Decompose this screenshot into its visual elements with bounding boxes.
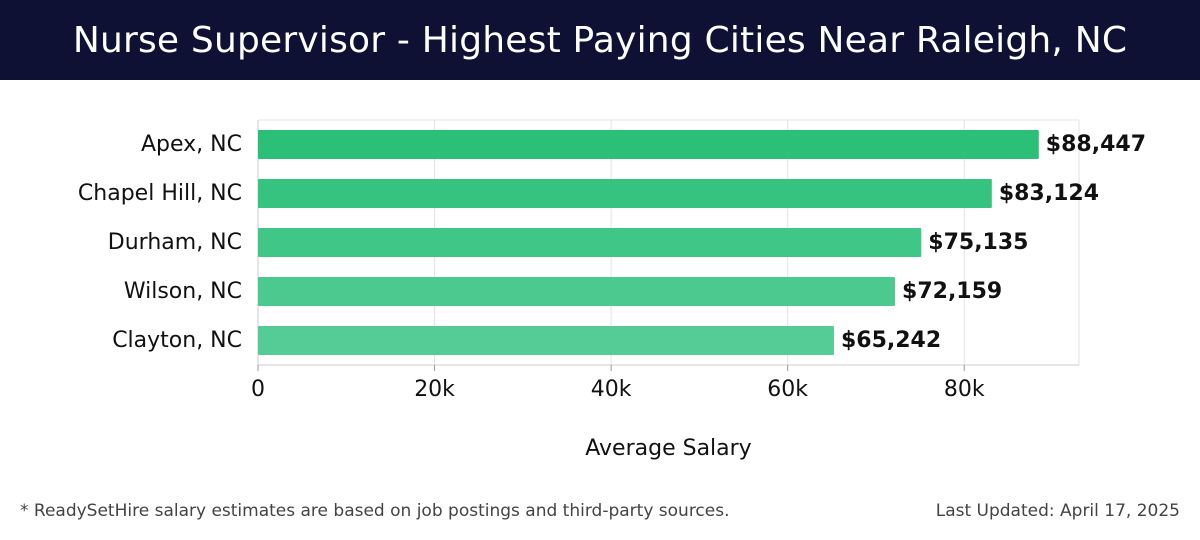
bar-0 xyxy=(258,130,1039,159)
x-tick-label-4: 80k xyxy=(944,377,985,402)
chart-header: Nurse Supervisor - Highest Paying Cities… xyxy=(0,0,1200,80)
category-label-1: Chapel Hill, NC xyxy=(78,181,242,206)
chart-title: Nurse Supervisor - Highest Paying Cities… xyxy=(72,19,1128,61)
last-updated: Last Updated: April 17, 2025 xyxy=(935,501,1180,521)
bar-1 xyxy=(258,179,992,208)
bar-3 xyxy=(258,277,896,306)
data-label-3: $72,159 xyxy=(902,279,1002,304)
data-label-1: $83,124 xyxy=(999,181,1099,206)
x-tick-label-3: 60k xyxy=(767,377,808,402)
data-label-0: $88,447 xyxy=(1046,132,1146,157)
data-label-4: $65,242 xyxy=(841,328,941,353)
footer-note: * ReadySetHire salary estimates are base… xyxy=(20,501,730,521)
x-tick-label-2: 40k xyxy=(591,377,632,402)
x-axis-label: Average Salary xyxy=(585,436,751,461)
data-label-2: $75,135 xyxy=(928,230,1028,255)
category-label-0: Apex, NC xyxy=(141,132,242,157)
category-label-3: Wilson, NC xyxy=(124,279,242,304)
bar-4 xyxy=(258,326,834,355)
bar-2 xyxy=(258,228,922,257)
bar-chart: Apex, NC $88,447 Chapel Hill, NC $83,124 Dur… xyxy=(78,119,1146,461)
x-tick-label-1: 20k xyxy=(414,377,455,402)
category-label-4: Clayton, NC xyxy=(112,328,242,353)
category-label-2: Durham, NC xyxy=(108,230,242,255)
x-tick-label-0: 0 xyxy=(251,377,265,402)
